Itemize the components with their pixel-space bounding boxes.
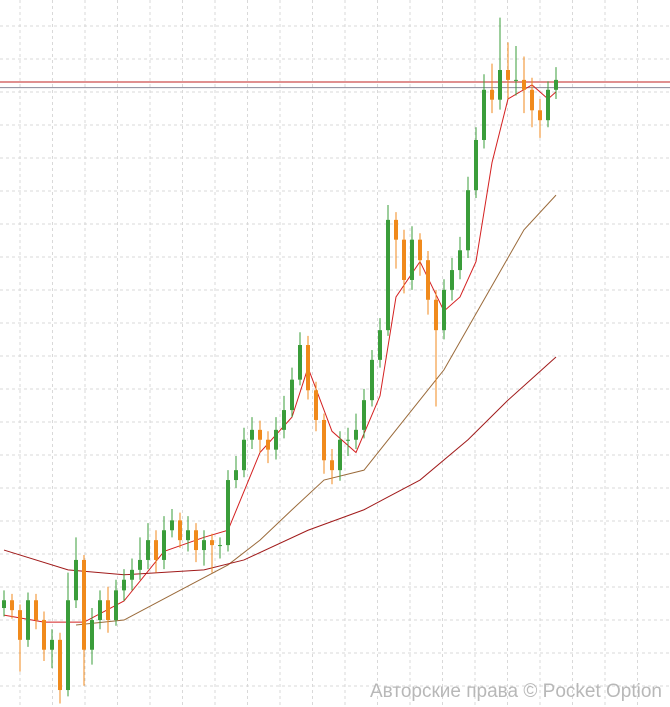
candle-body	[474, 139, 478, 191]
candle-body	[490, 89, 494, 100]
candle-body	[402, 239, 406, 280]
candle-body	[130, 569, 134, 580]
candle-body	[138, 559, 142, 570]
candle-body	[554, 79, 558, 90]
candle-body	[250, 429, 254, 440]
candle-body	[362, 400, 366, 430]
candle-body	[410, 239, 414, 280]
candle-body	[122, 579, 126, 591]
candle-body	[546, 89, 550, 121]
candle-body	[98, 600, 102, 621]
candle-body	[442, 289, 446, 331]
candle-body	[194, 530, 198, 551]
candle-body	[498, 69, 502, 100]
candle-body	[354, 429, 358, 440]
candle-body	[514, 79, 518, 81]
candle-body	[386, 219, 390, 331]
candle-body	[370, 359, 374, 401]
candle-body	[26, 600, 30, 640]
candle-body	[418, 239, 422, 261]
candle-body	[90, 620, 94, 650]
candle-body	[226, 480, 230, 546]
candle-body	[530, 89, 534, 111]
candle-body	[218, 545, 222, 547]
candle-body	[266, 439, 270, 450]
candle-body	[162, 530, 166, 560]
candle-body	[42, 620, 46, 650]
candle-body	[322, 419, 326, 461]
candle-body	[66, 600, 70, 691]
candle-body	[450, 270, 454, 290]
candle-body	[274, 429, 278, 450]
moving-average-line	[3, 84, 557, 623]
candle-body	[18, 610, 22, 640]
candle-body	[170, 520, 174, 531]
candle-body	[2, 600, 6, 609]
candle-body	[538, 110, 542, 121]
candle-body	[258, 429, 262, 440]
candle-body	[306, 345, 310, 391]
candle-body	[458, 250, 462, 271]
candle-body	[482, 89, 486, 140]
candle-body	[106, 600, 110, 621]
candle-body	[186, 530, 190, 541]
moving-average-line	[75, 194, 557, 626]
candle-body	[290, 379, 294, 411]
candle-body	[330, 460, 334, 471]
candle-body	[50, 639, 54, 650]
candle-body	[242, 439, 246, 471]
candle-body	[314, 390, 318, 420]
candle-body	[146, 540, 150, 560]
candle-body	[114, 590, 118, 621]
candle-body	[202, 540, 206, 551]
candle-body	[210, 540, 214, 546]
watermark: Авторские права © Pocket Option	[370, 681, 662, 702]
candle-body	[506, 69, 510, 80]
candle-body	[434, 299, 438, 331]
candle-body	[426, 260, 430, 300]
candle-body	[378, 330, 382, 360]
candle-body	[234, 470, 238, 481]
candle-body	[338, 439, 342, 471]
candle-body	[154, 540, 158, 560]
candle-body	[466, 190, 470, 251]
candle-body	[298, 345, 302, 380]
candle-body	[346, 439, 350, 441]
moving-average-line	[3, 356, 557, 576]
candle-body	[522, 79, 526, 90]
candle-body	[58, 639, 62, 691]
candle-body	[394, 219, 398, 240]
candle-body	[282, 410, 286, 430]
candle-body	[82, 559, 86, 650]
candle-body	[34, 600, 38, 621]
candle-body	[10, 600, 14, 611]
candle-body	[178, 520, 182, 541]
candle-body	[74, 559, 78, 601]
